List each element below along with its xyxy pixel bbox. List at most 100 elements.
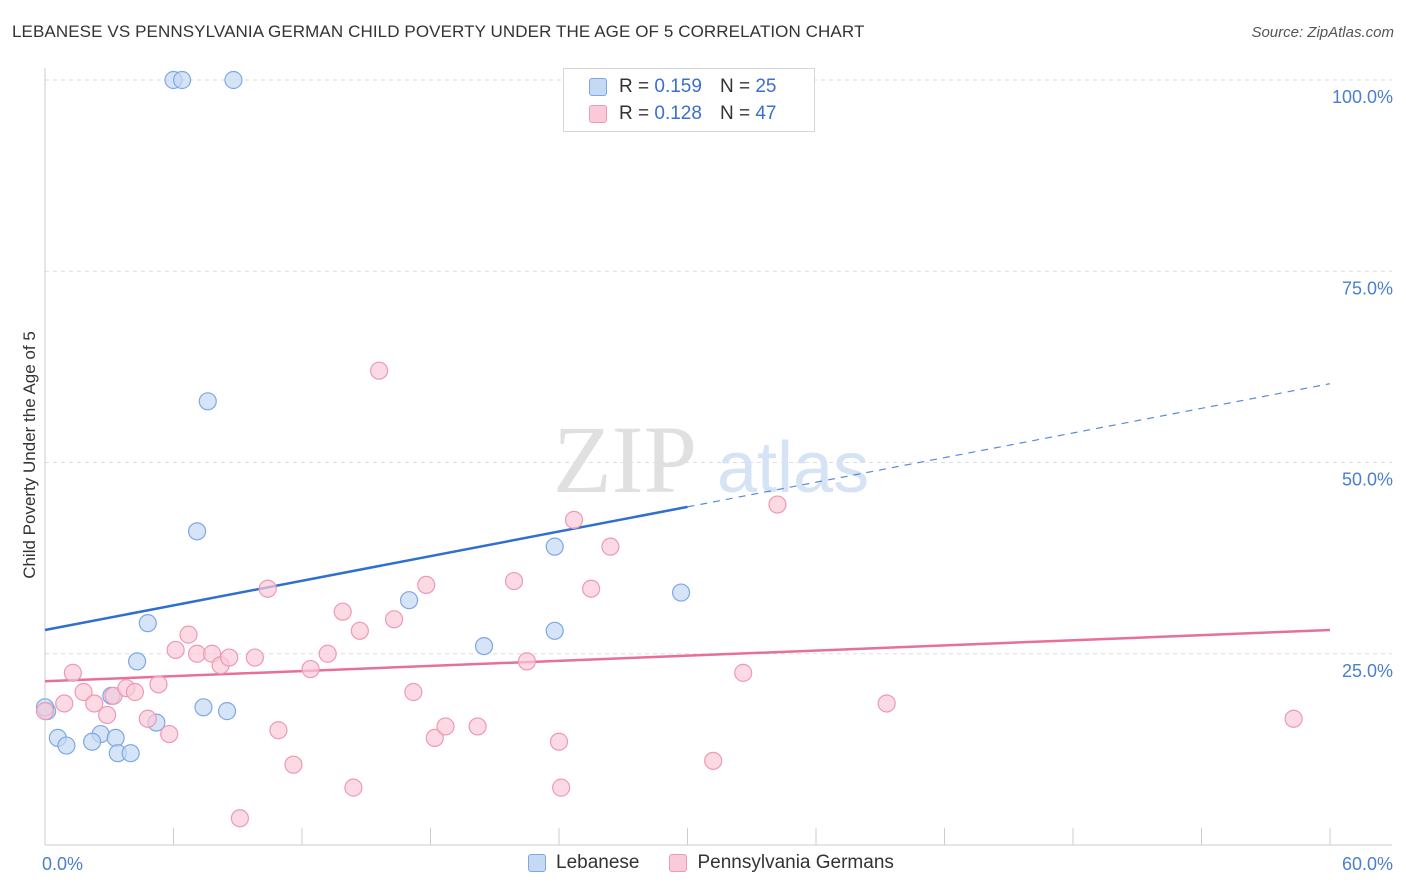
pennsylvania-germans-point [318,644,337,663]
bottom-legend-swatch-pennsylvania-germans [669,854,688,872]
pennsylvania-germans-point [552,778,571,797]
pennsylvania-germans-point [63,663,82,682]
legend-row-pennsylvania-germans: R = 0.128 N = 47 [589,101,776,127]
data-points [35,70,1303,828]
pennsylvania-germans-point [425,728,444,748]
pennsylvania-germans-point [549,732,569,751]
watermark-zip: ZIP [553,406,697,513]
y-tick-label: 100.0% [1332,87,1393,107]
x-tick-label: 60.0% [1342,854,1393,874]
pennsylvania-germans-point [85,694,104,713]
source-label: Source: ZipAtlas.com [1251,24,1394,41]
pennsylvania-germans-point [517,652,536,671]
pennsylvania-germans-point [1284,709,1303,728]
pennsylvania-germans-point [138,709,157,728]
pennsylvania-germans-point [301,659,320,679]
lebanese-point [198,392,217,411]
pennsylvania-germans-point [160,724,179,744]
bottom-legend-item-pennsylvania-germans: Pennsylvania Germans [669,852,894,874]
lebanese-point [138,614,157,633]
pennsylvania-germans-point [230,809,249,828]
trend-lines [44,383,1331,683]
pennsylvania-germans-point [166,640,185,660]
legend-row-lebanese: R = 0.159 N = 25 [589,74,776,100]
lebanese-point [187,522,207,541]
legend-r-label: R = [619,76,650,97]
legend-swatch-lebanese [589,78,607,96]
lebanese-point [671,583,691,602]
pennsylvania-germans-trend-line [44,628,1331,683]
pennsylvania-germans-point [404,682,423,702]
lebanese-point [83,732,102,751]
y-tick-label: 75.0% [1342,278,1393,298]
pennsylvania-germans-point [258,579,277,598]
pennsylvania-germans-point [768,495,787,514]
x-tick-label: 0.0% [42,854,83,874]
pennsylvania-germans-point [149,675,168,694]
legend: R = 0.159 N = 25 R = 0.128 N = 47 [563,68,815,132]
lebanese-point [194,698,213,717]
pennsylvania-germans-point [468,717,487,736]
pennsylvania-germans-point [344,778,363,797]
lebanese-point [224,70,243,90]
bottom-legend-swatch-lebanese [528,854,546,872]
pennsylvania-germans-point [436,717,455,736]
lebanese-trend-line [44,505,688,632]
pennsylvania-germans-point [564,510,584,529]
pennsylvania-germans-point [877,694,896,713]
lebanese-point [399,591,419,610]
pennsylvania-germans-point [582,579,601,598]
pennsylvania-germans-point [220,648,239,667]
pennsylvania-germans-point [35,702,55,721]
pennsylvania-germans-point [350,621,369,640]
pennsylvania-germans-point [370,361,389,380]
x-tick-labels: 0.0% 60.0% [42,854,1393,874]
legend-n-value-pennsylvania-germans: 47 [755,103,777,124]
legend-n-label: N = [719,103,751,124]
bottom-legend-item-lebanese: Lebanese [528,852,639,874]
legend-r-value-lebanese: 0.159 [654,76,702,97]
lebanese-point [121,744,140,763]
pennsylvania-germans-point [333,602,352,621]
legend-swatch-pennsylvania-germans [589,105,607,123]
bottom-legend: Lebanese Pennsylvania Germans [528,852,924,874]
lebanese-point [127,652,147,671]
pennsylvania-germans-point [417,575,436,595]
pennsylvania-germans-point [74,682,93,702]
pennsylvania-germans-point [179,625,198,644]
lebanese-point [172,70,192,90]
legend-r-label: R = [619,103,650,124]
pennsylvania-germans-point [601,537,620,556]
watermark: ZIP atlas [553,406,869,513]
pennsylvania-germans-point [269,721,288,740]
legend-n-value-lebanese: 25 [755,76,777,97]
pennsylvania-germans-point [504,571,524,591]
y-tick-label: 25.0% [1342,661,1393,681]
lebanese-point [57,736,76,755]
legend-n-label: N = [719,76,751,97]
pennsylvania-germans-point [125,682,145,702]
bottom-legend-label-lebanese: Lebanese [556,852,640,873]
lebanese-point [545,621,564,640]
watermark-atlas: atlas [717,428,869,508]
grid-lines [45,79,1392,655]
lebanese-point [217,702,237,721]
y-tick-label: 50.0% [1342,470,1393,490]
pennsylvania-germans-point [704,751,723,770]
lebanese-point [106,728,125,748]
pennsylvania-germans-point [98,705,117,725]
pennsylvania-germans-point [384,610,404,629]
bottom-legend-label-pennsylvania-germans: Pennsylvania Germans [697,852,894,873]
y-axis-label: Child Poverty Under the Age of 5 [20,331,39,579]
pennsylvania-germans-point [55,694,74,713]
chart-title: LEBANESE VS PENNSYLVANIA GERMAN CHILD PO… [12,22,865,41]
lebanese-trend-extension [687,383,1331,508]
legend-r-value-pennsylvania-germans: 0.128 [654,103,702,124]
y-tick-labels: 25.0% 50.0% 75.0% 100.0% [1332,87,1393,681]
lebanese-point [545,537,564,556]
pennsylvania-germans-point [245,648,264,667]
pennsylvania-germans-point [734,663,753,682]
lebanese-point [474,636,494,656]
pennsylvania-germans-point [284,755,303,774]
